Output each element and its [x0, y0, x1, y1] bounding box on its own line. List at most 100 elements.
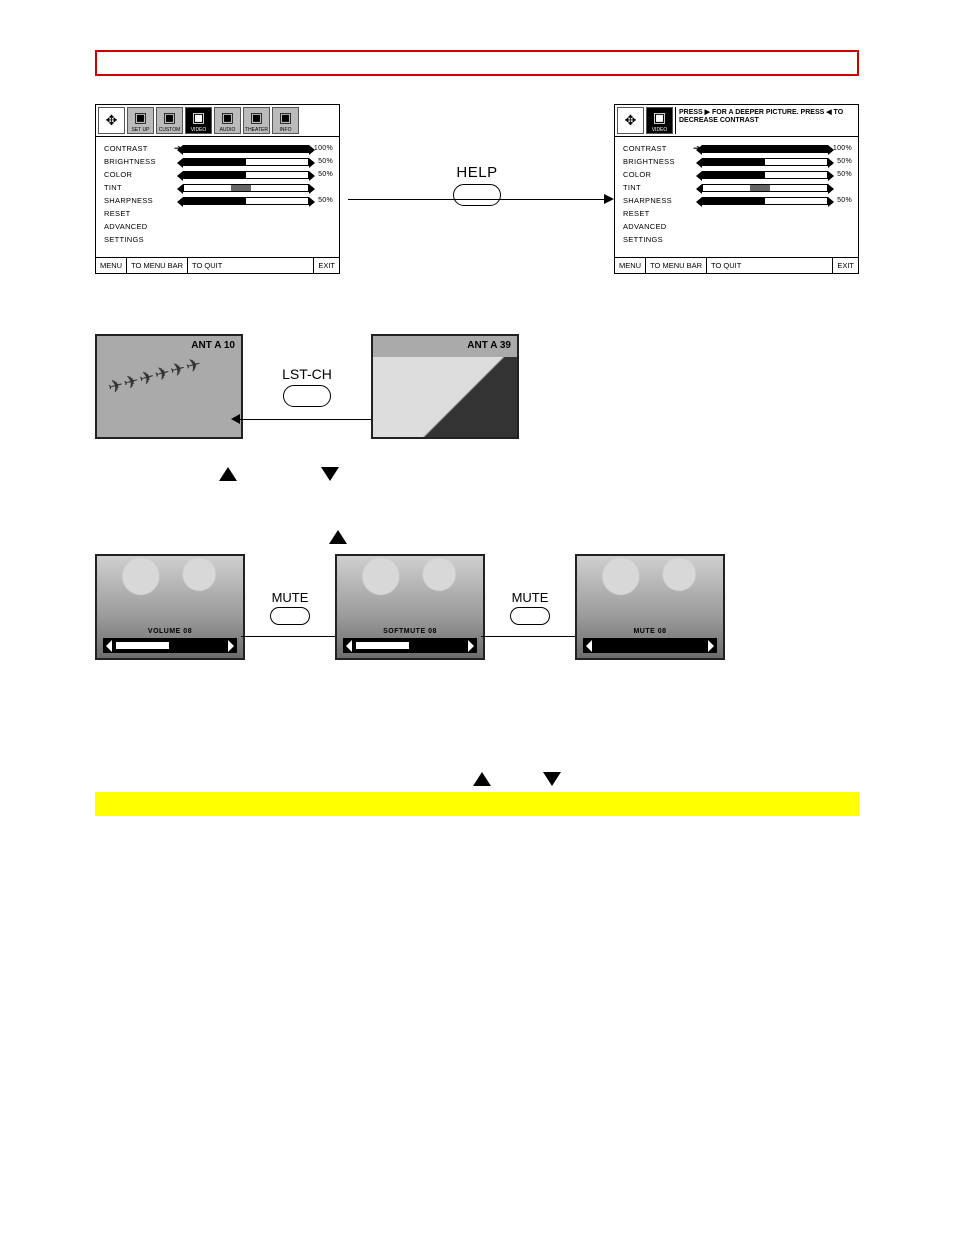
setting-label: TINT — [623, 183, 693, 192]
setting-sharpness[interactable]: SHARPNESS50% — [623, 195, 852, 206]
setting-color[interactable]: COLOR50% — [623, 169, 852, 180]
mute-screen-2: MUTE 08 — [575, 554, 725, 660]
menu-footer: MENU TO MENU BAR TO QUIT EXIT — [96, 257, 339, 273]
triangle-up-icon — [473, 772, 491, 786]
setting-settings[interactable]: SETTINGS — [104, 234, 333, 245]
setting-advanced[interactable]: ADVANCED — [104, 221, 333, 232]
triangle-row-2 — [95, 529, 859, 545]
setting-label: CONTRAST — [104, 144, 174, 153]
menu-icon-video[interactable]: ▣VIDEO — [646, 107, 673, 134]
channel-preview-left: ANT A 10 — [95, 334, 243, 439]
volume-bar: VOLUME 08 — [103, 638, 237, 653]
last-channel-figure: ANT A 10 LST-CH ANT A 39 — [95, 334, 859, 439]
menu-icon-set-up[interactable]: ▣SET UP — [127, 107, 154, 134]
slider-bar[interactable] — [702, 184, 828, 192]
footer-exit[interactable]: EXIT — [832, 258, 858, 273]
setting-label: SHARPNESS — [104, 196, 174, 205]
tv-menu-panel-right: ✥▣VIDEOPRESS ▶ FOR A DEEPER PICTURE. PRE… — [614, 104, 859, 274]
channel-preview-right: ANT A 39 — [371, 334, 519, 439]
setting-brightness[interactable]: BRIGHTNESS50% — [104, 156, 333, 167]
footer-exit[interactable]: EXIT — [313, 258, 339, 273]
mute-label: MUTE — [272, 590, 309, 605]
setting-label: SETTINGS — [104, 235, 174, 244]
slider-bar[interactable] — [183, 197, 309, 205]
nav-cross-icon: ✥ — [617, 107, 644, 134]
setting-reset[interactable]: RESET — [623, 208, 852, 219]
mute-button[interactable] — [270, 607, 310, 625]
help-button[interactable] — [453, 184, 501, 206]
menu-footer: MENU TO MENU BAR TO QUIT EXIT — [615, 257, 858, 273]
setting-label: SETTINGS — [623, 235, 693, 244]
slider-bar[interactable] — [183, 184, 309, 192]
footer-menu[interactable]: MENU — [96, 258, 127, 273]
volume-text: MUTE 08 — [584, 628, 716, 635]
volume-text: VOLUME 08 — [104, 628, 236, 635]
setting-label: COLOR — [623, 170, 693, 179]
setting-label: COLOR — [104, 170, 174, 179]
setting-reset[interactable]: RESET — [104, 208, 333, 219]
mute-label: MUTE — [512, 590, 549, 605]
channel-label: ANT A 39 — [467, 340, 511, 351]
setting-label: RESET — [623, 209, 693, 218]
slider-bar[interactable] — [702, 171, 828, 179]
triangle-row-3 — [95, 770, 859, 786]
menu-icon-video[interactable]: ▣VIDEO — [185, 107, 212, 134]
tv-menu-panel-left: ✥▣SET UP▣CUSTOM▣VIDEO▣AUDIO▣THEATER▣INFO… — [95, 104, 340, 274]
setting-tint[interactable]: TINT — [104, 182, 333, 193]
slider-bar[interactable] — [702, 145, 828, 153]
footer-tobar[interactable]: TO MENU BAR — [646, 258, 707, 273]
help-button-group: HELP — [350, 104, 604, 206]
lstch-label: LST-CH — [282, 366, 332, 382]
lstch-button-group: LST-CH — [247, 366, 367, 407]
volume-text: SOFTMUTE 08 — [344, 628, 476, 635]
setting-advanced[interactable]: ADVANCED — [623, 221, 852, 232]
setting-color[interactable]: COLOR50% — [104, 169, 333, 180]
setting-brightness[interactable]: BRIGHTNESS50% — [623, 156, 852, 167]
footer-tobar[interactable]: TO MENU BAR — [127, 258, 188, 273]
setting-contrast[interactable]: CONTRAST➔100% — [623, 143, 852, 154]
triangle-up-icon — [329, 530, 347, 544]
menu-icon-bar: ✥▣SET UP▣CUSTOM▣VIDEO▣AUDIO▣THEATER▣INFO — [96, 105, 339, 137]
footer-toquit: TO QUIT — [707, 258, 832, 273]
slider-bar[interactable] — [183, 145, 309, 153]
slider-bar[interactable] — [702, 158, 828, 166]
menu-icon-audio[interactable]: ▣AUDIO — [214, 107, 241, 134]
setting-label: TINT — [104, 183, 174, 192]
help-hint-text: PRESS ▶ FOR A DEEPER PICTURE. PRESS ◀ TO… — [675, 107, 856, 134]
setting-tint[interactable]: TINT — [623, 182, 852, 193]
lstch-button[interactable] — [283, 385, 331, 407]
yellow-highlight-bar — [95, 792, 859, 816]
mute-figure: VOLUME 08 MUTE SOFTMUTE 08 MUTE MUTE 08 — [95, 554, 859, 660]
slider-bar[interactable] — [183, 171, 309, 179]
footer-toquit: TO QUIT — [188, 258, 313, 273]
arrow-head-icon — [604, 194, 614, 204]
setting-label: BRIGHTNESS — [623, 157, 693, 166]
arrow-line — [241, 636, 339, 637]
setting-sharpness[interactable]: SHARPNESS50% — [104, 195, 333, 206]
nav-cross-icon: ✥ — [98, 107, 125, 134]
volume-bar: MUTE 08 — [583, 638, 717, 653]
menu-icon-theater[interactable]: ▣THEATER — [243, 107, 270, 134]
triangle-row-1 — [95, 465, 859, 481]
menu-icon-info[interactable]: ▣INFO — [272, 107, 299, 134]
double-arrow-line — [239, 419, 375, 420]
slider-bar[interactable] — [183, 158, 309, 166]
triangle-down-icon — [321, 467, 339, 481]
mute-button[interactable] — [510, 607, 550, 625]
setting-label: BRIGHTNESS — [104, 157, 174, 166]
setting-contrast[interactable]: CONTRAST➔100% — [104, 143, 333, 154]
video-settings-list: CONTRAST➔100% BRIGHTNESS50% COLOR50% TINT SH… — [615, 137, 858, 257]
setting-label: ADVANCED — [623, 222, 693, 231]
triangle-down-icon — [543, 772, 561, 786]
video-settings-list: CONTRAST➔100% BRIGHTNESS50% COLOR50% TINT SH… — [96, 137, 339, 257]
slider-bar[interactable] — [702, 197, 828, 205]
volume-bar: SOFTMUTE 08 — [343, 638, 477, 653]
setting-label: SHARPNESS — [623, 196, 693, 205]
menu-icon-bar-hint: ✥▣VIDEOPRESS ▶ FOR A DEEPER PICTURE. PRE… — [615, 105, 858, 137]
menu-icon-custom[interactable]: ▣CUSTOM — [156, 107, 183, 134]
red-border-bar — [95, 50, 859, 76]
arrow-head-left-icon — [231, 414, 240, 424]
footer-menu[interactable]: MENU — [615, 258, 646, 273]
setting-settings[interactable]: SETTINGS — [623, 234, 852, 245]
setting-label: CONTRAST — [623, 144, 693, 153]
